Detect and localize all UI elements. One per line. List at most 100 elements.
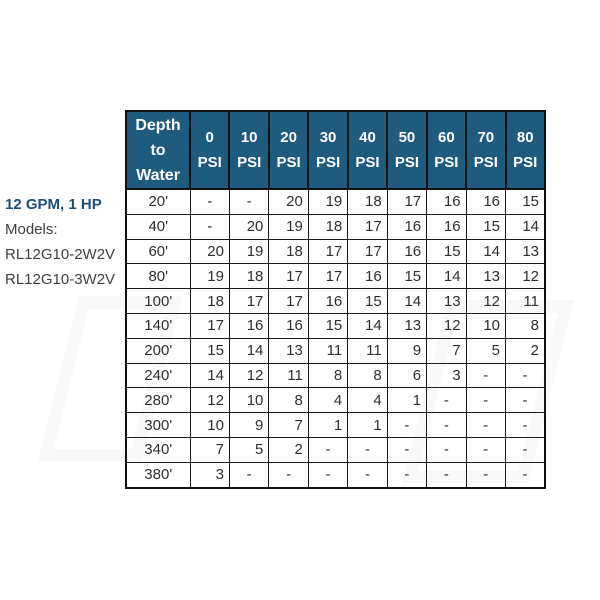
flow-cell: -: [426, 436, 467, 463]
flow-cell: 9: [386, 337, 428, 364]
flow-cell: 15: [307, 312, 349, 339]
flow-cell: 14: [505, 213, 546, 240]
pump-spec-label: 12 GPM, 1 HP: [5, 196, 102, 213]
flow-cell: 4: [347, 387, 388, 414]
flow-cell: -: [426, 461, 467, 489]
psi-unit: PSI: [355, 154, 380, 171]
flow-cell: 17: [307, 263, 349, 290]
flow-cell: 16: [465, 188, 507, 215]
flow-cell: 20: [228, 213, 270, 240]
flow-cell: 16: [386, 213, 428, 240]
flow-cell: 11: [268, 362, 309, 389]
flow-cell: 18: [189, 288, 230, 314]
flow-cell: 16: [307, 288, 349, 314]
flow-cell: 13: [465, 263, 507, 290]
flow-cell: 7: [268, 412, 309, 438]
flow-cell: 17: [347, 213, 388, 240]
table-body: 20' - -20 19 18 17 16 16 15 40' -20 19 18 17 16 16 15 14 6…: [125, 188, 546, 489]
flow-cell: 17: [386, 188, 428, 215]
flow-cell: -: [426, 387, 467, 414]
flow-cell: -: [505, 387, 546, 414]
flow-cell: 19: [228, 238, 270, 265]
flow-cell: 18: [307, 213, 349, 240]
flow-cell: 17: [307, 238, 349, 265]
flow-cell: 15: [426, 238, 467, 265]
psi-value: 70: [477, 129, 495, 146]
flow-cell: 15: [505, 188, 546, 215]
flow-cell: 11: [505, 288, 546, 314]
psi-value: 40: [359, 129, 376, 146]
col-header-psi-30: 30 PSI: [307, 110, 349, 190]
flow-cell: -: [465, 436, 507, 463]
flow-cell: 18: [268, 238, 309, 265]
col-header-psi-60: 60 PSI: [425, 110, 468, 190]
psi-value: 80: [516, 129, 534, 146]
flow-cell: -: [189, 213, 230, 240]
flow-cell: -: [347, 436, 388, 463]
depth-cell: 300': [125, 412, 191, 438]
flow-cell: -: [465, 387, 507, 414]
table-row: 20' - -20 19 18 17 16 16 15: [125, 188, 546, 215]
depth-cell: 40': [125, 213, 191, 240]
flow-cell: 11: [307, 337, 349, 364]
flow-cell: 17: [189, 312, 230, 339]
depth-cell: 200': [125, 337, 191, 364]
flow-cell: -: [386, 436, 428, 463]
depth-cell: 60': [125, 238, 191, 265]
flow-cell: 6: [386, 362, 428, 389]
col-header-psi-0: 0 PSI: [188, 110, 231, 190]
flow-cell: 12: [228, 362, 270, 389]
col-header-psi-80: 80 PSI: [504, 110, 546, 190]
table-row: 280' 12 10 8 4 4 1- - -: [125, 387, 546, 414]
flow-cell: -: [465, 461, 507, 489]
flow-cell: 17: [268, 288, 309, 314]
flow-cell: 19: [268, 213, 309, 240]
header-row: Depth to Water 0 PSI 10 PSI 20 PSI 30 PSI 40 PSI 50…: [125, 110, 546, 190]
flow-cell: 15: [386, 263, 428, 290]
flow-cell: -: [347, 461, 388, 489]
table-row: 100' 18 17 17 16 15 14 13 12 11: [125, 288, 546, 314]
flow-cell: 16: [228, 312, 270, 339]
flow-cell: 13: [505, 238, 546, 265]
flow-cell: 3: [189, 461, 230, 489]
flow-cell: 8: [307, 362, 349, 389]
flow-cell: -: [386, 461, 428, 489]
flow-cell: 13: [386, 312, 428, 339]
depth-cell: 80': [125, 263, 191, 290]
flow-cell: -: [465, 412, 507, 438]
flow-cell: -: [228, 461, 270, 489]
flow-cell: 16: [347, 263, 388, 290]
flow-cell: 20: [189, 238, 230, 265]
flow-cell: -: [505, 412, 546, 438]
flow-cell: 17: [347, 238, 388, 265]
flow-cell: 17: [268, 263, 309, 290]
flow-cell: 2: [268, 436, 309, 463]
flow-cell: 19: [307, 188, 349, 215]
flow-cell: 14: [189, 362, 230, 389]
table-row: 240' 14 12 11 8 8 6 3- -: [125, 362, 546, 389]
flow-cell: 13: [426, 288, 467, 314]
flow-cell: 1: [386, 387, 428, 414]
flow-cell: -: [426, 412, 467, 438]
flow-cell: 15: [347, 288, 388, 314]
flow-cell: 4: [307, 387, 349, 414]
col-header-psi-10: 10 PSI: [228, 110, 270, 190]
flow-cell: -: [307, 461, 349, 489]
psi-unit: PSI: [473, 154, 498, 171]
flow-cell: 17: [228, 288, 270, 314]
depth-cell: 20': [125, 188, 191, 215]
psi-unit: PSI: [197, 154, 222, 171]
flow-cell: 12: [505, 263, 546, 290]
flow-cell: -: [465, 362, 507, 389]
flow-cell: 12: [465, 288, 507, 314]
col-header-psi-50: 50 PSI: [386, 110, 428, 190]
flow-cell: 5: [465, 337, 507, 364]
table-row: 340' 7 5 2- - - - - -: [125, 436, 546, 463]
models-label: Models:: [5, 221, 58, 238]
psi-unit: PSI: [434, 154, 459, 171]
flow-cell: 2: [505, 337, 546, 364]
col-header-psi-40: 40 PSI: [346, 110, 389, 190]
flow-cell: 18: [228, 263, 270, 290]
flow-cell: 12: [189, 387, 230, 414]
